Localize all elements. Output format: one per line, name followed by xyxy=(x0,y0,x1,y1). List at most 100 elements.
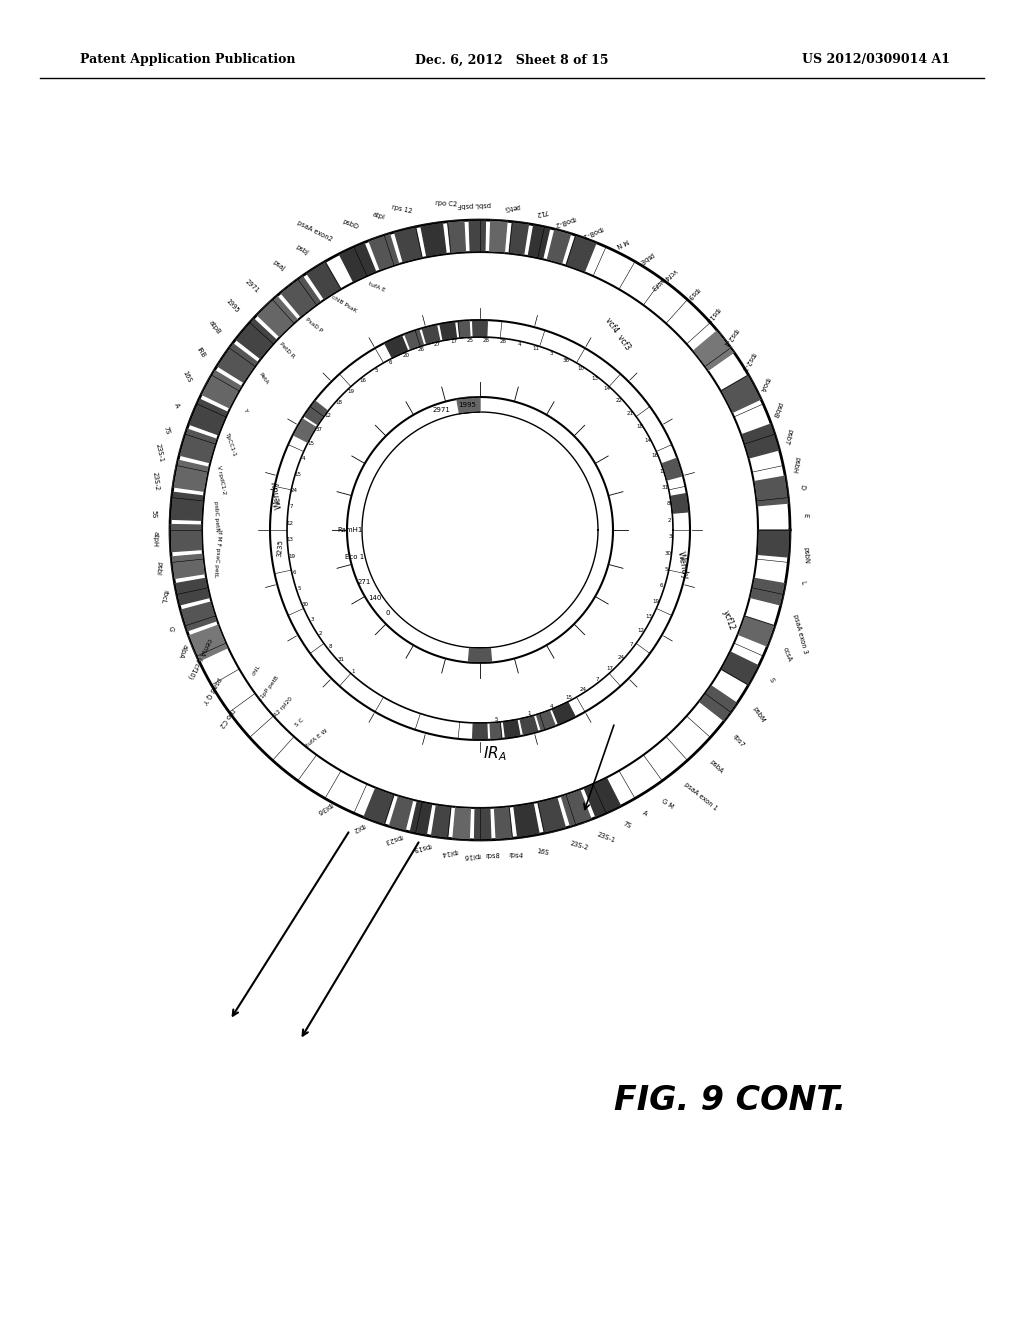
Text: psaB Q Y: psaB Q Y xyxy=(201,676,222,705)
Text: V rpdC1-2: V rpdC1-2 xyxy=(216,465,226,495)
Text: vcf4 vcf3: vcf4 vcf3 xyxy=(650,267,678,290)
Text: 24: 24 xyxy=(291,488,298,492)
Polygon shape xyxy=(422,325,440,345)
Polygon shape xyxy=(180,602,217,631)
Text: 31: 31 xyxy=(662,484,669,490)
Polygon shape xyxy=(339,243,376,282)
Text: Wendy: Wendy xyxy=(270,479,284,510)
Polygon shape xyxy=(202,371,242,408)
Text: 37: 37 xyxy=(315,426,323,432)
Text: 7: 7 xyxy=(630,642,634,647)
Text: 13: 13 xyxy=(591,376,598,380)
Text: rps4: rps4 xyxy=(508,851,523,859)
Polygon shape xyxy=(421,222,446,257)
Text: E: E xyxy=(803,512,809,517)
Text: rps18: rps18 xyxy=(703,306,721,323)
Text: 12: 12 xyxy=(325,413,332,418)
Text: psbT: psbT xyxy=(782,428,793,446)
Text: rps23: rps23 xyxy=(384,833,403,845)
Text: 23S-2: 23S-2 xyxy=(569,841,589,851)
Text: L: L xyxy=(799,581,806,585)
Text: 25: 25 xyxy=(467,338,473,343)
Polygon shape xyxy=(520,715,538,735)
Polygon shape xyxy=(431,805,451,838)
Text: psbL psbF: psbL psbF xyxy=(458,201,492,209)
Text: 21: 21 xyxy=(627,411,633,416)
Text: psbl: psbl xyxy=(155,561,162,576)
Polygon shape xyxy=(394,227,422,263)
Text: 712: 712 xyxy=(535,209,549,216)
Text: 6: 6 xyxy=(659,583,664,587)
Polygon shape xyxy=(306,261,341,300)
Polygon shape xyxy=(175,578,210,605)
Polygon shape xyxy=(473,319,487,337)
Polygon shape xyxy=(584,777,621,817)
Polygon shape xyxy=(170,524,203,552)
Text: rpl36: rpl36 xyxy=(315,801,334,814)
Polygon shape xyxy=(528,224,550,259)
Polygon shape xyxy=(171,554,206,578)
Text: rpl14: rpl14 xyxy=(440,849,458,857)
Text: 15: 15 xyxy=(565,696,572,701)
Text: psaA exon 1: psaA exon 1 xyxy=(683,781,719,812)
Text: 15: 15 xyxy=(295,473,302,477)
Polygon shape xyxy=(566,235,596,272)
Text: 18: 18 xyxy=(335,400,342,405)
Text: 15: 15 xyxy=(307,441,314,446)
Text: A: A xyxy=(641,809,648,817)
Polygon shape xyxy=(490,722,502,739)
Text: 18: 18 xyxy=(636,424,643,429)
Text: rps9: rps9 xyxy=(685,285,700,300)
Text: 27: 27 xyxy=(434,342,440,347)
Text: rps7: rps7 xyxy=(731,734,745,748)
Text: M N: M N xyxy=(615,236,630,248)
Text: A: A xyxy=(173,403,180,409)
Text: 3: 3 xyxy=(668,535,672,539)
Polygon shape xyxy=(538,797,565,833)
Text: rpl2: rpl2 xyxy=(351,822,366,833)
Text: PsaD P: PsaD P xyxy=(304,317,324,333)
Text: 13: 13 xyxy=(646,614,652,619)
Polygon shape xyxy=(469,220,485,252)
Text: 1995: 1995 xyxy=(458,401,476,408)
Text: 4: 4 xyxy=(518,342,521,347)
Text: R2 rpl20: R2 rpl20 xyxy=(273,696,294,718)
Text: 31: 31 xyxy=(338,657,344,663)
Text: 8: 8 xyxy=(667,502,670,506)
Text: 3: 3 xyxy=(310,616,314,622)
Text: 10: 10 xyxy=(578,367,584,371)
Text: 7: 7 xyxy=(595,677,599,682)
Text: 19: 19 xyxy=(289,554,295,558)
Text: 16S: 16S xyxy=(181,370,193,383)
Polygon shape xyxy=(495,807,512,840)
Polygon shape xyxy=(741,424,779,458)
Text: rps 12: rps 12 xyxy=(391,203,413,214)
Text: 11: 11 xyxy=(532,346,539,351)
Polygon shape xyxy=(281,276,321,317)
Text: 5: 5 xyxy=(495,717,499,722)
Text: 14: 14 xyxy=(644,438,651,444)
Text: 24: 24 xyxy=(617,655,625,660)
Text: rpo C2: rpo C2 xyxy=(217,706,236,729)
Text: rps2-2: rps2-2 xyxy=(739,351,756,372)
Text: chlB PsaK: chlB PsaK xyxy=(331,294,357,313)
Text: 12: 12 xyxy=(287,521,294,525)
Text: US 2012/0309014 A1: US 2012/0309014 A1 xyxy=(802,54,950,66)
Text: 2: 2 xyxy=(318,631,323,636)
Text: S: S xyxy=(768,677,775,682)
Text: 3: 3 xyxy=(550,351,553,356)
Text: 36: 36 xyxy=(563,358,569,363)
Text: S C: S C xyxy=(295,718,305,729)
Polygon shape xyxy=(458,321,470,338)
Polygon shape xyxy=(217,343,258,383)
Polygon shape xyxy=(670,494,689,513)
Polygon shape xyxy=(179,429,217,463)
Polygon shape xyxy=(369,234,398,271)
Polygon shape xyxy=(236,318,276,359)
Text: 1: 1 xyxy=(351,669,354,673)
Polygon shape xyxy=(693,331,734,371)
Text: 28: 28 xyxy=(483,338,490,343)
Text: 2971: 2971 xyxy=(432,407,450,413)
Text: G: G xyxy=(167,624,174,632)
Polygon shape xyxy=(188,399,228,434)
